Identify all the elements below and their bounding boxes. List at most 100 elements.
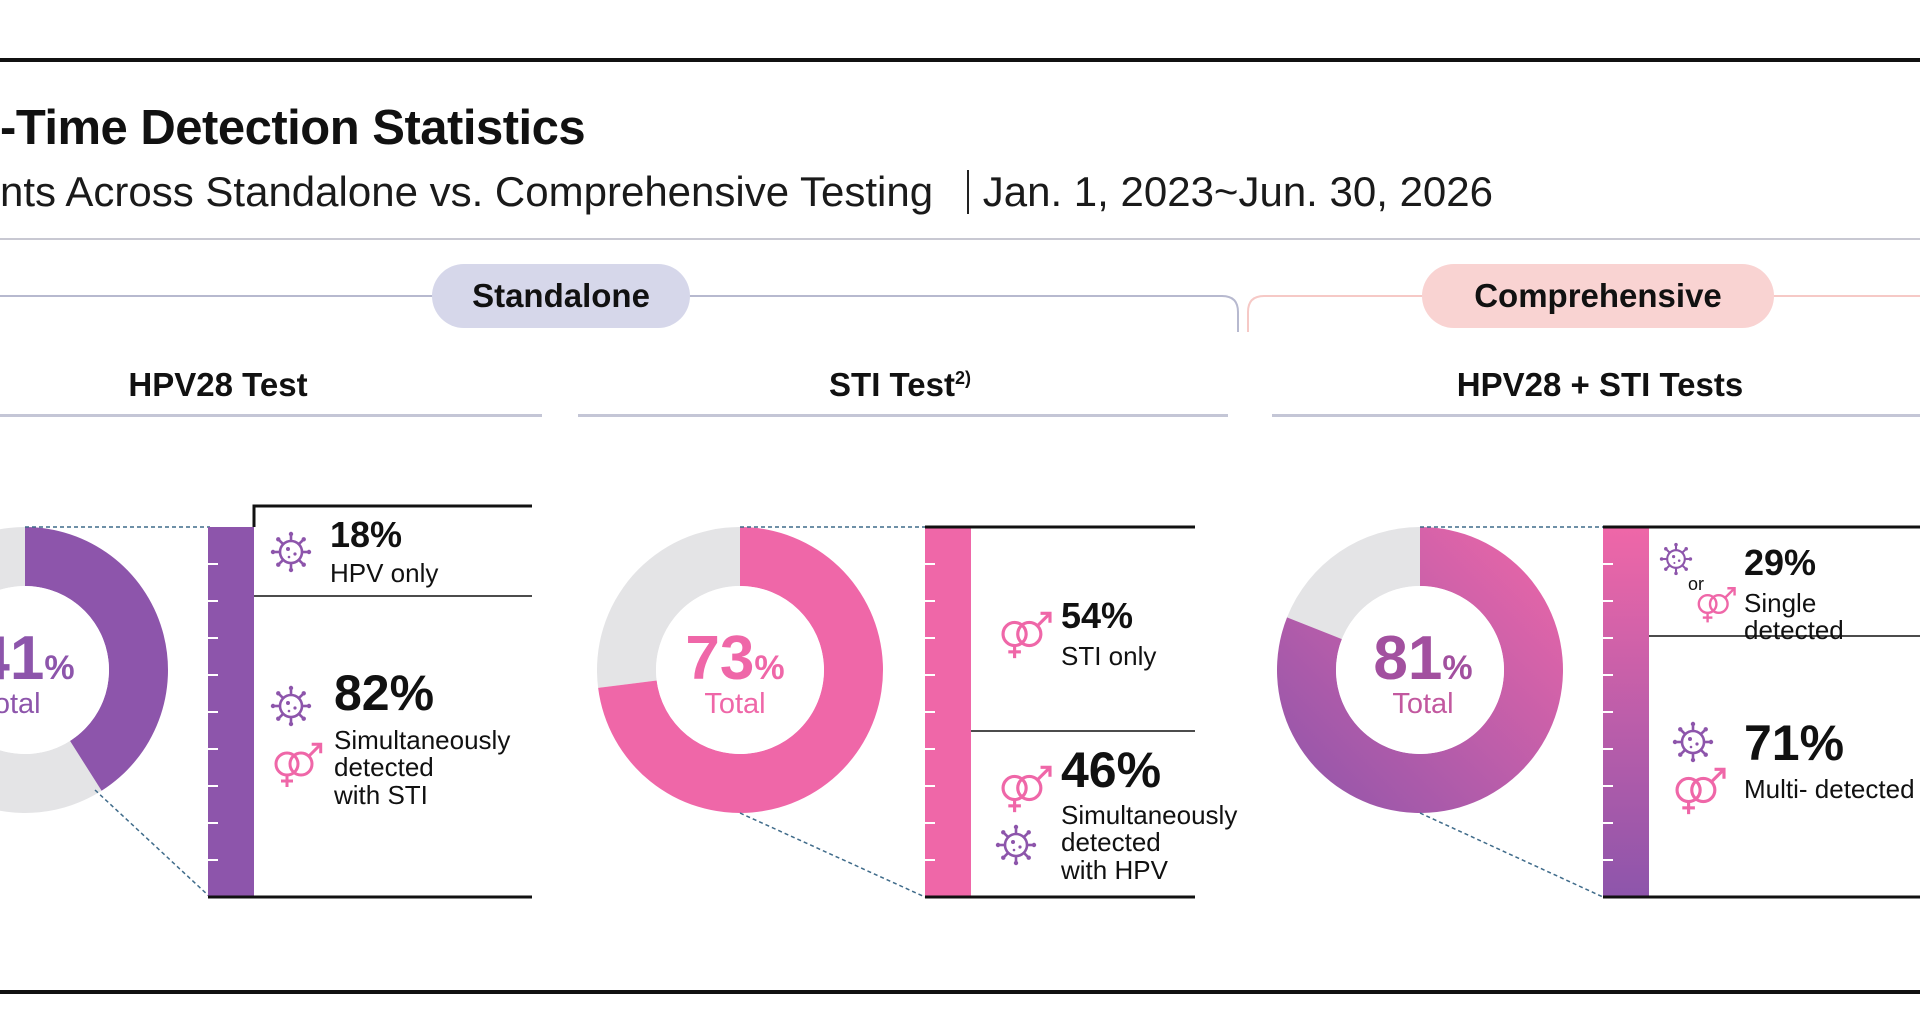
virus-icon-spike-tip <box>1013 860 1019 866</box>
gender-icon <box>1001 765 1052 813</box>
virus-icon-spike-tip <box>1013 824 1019 830</box>
total-number-hpv28: 41 <box>0 624 45 693</box>
gender-icon <box>1001 611 1052 659</box>
virus-icon-spike-tip <box>276 537 281 542</box>
donut-sti-hole <box>656 586 824 754</box>
breakdown-label-sti-simultaneous: Simultaneously detected with HPV <box>1061 800 1238 885</box>
virus-icon-dot <box>287 555 291 559</box>
subtitle-text: nts Across Standalone vs. Comprehensive … <box>0 168 934 215</box>
virus-icon <box>1659 542 1693 576</box>
test-title-sti: STI Test2) <box>770 366 1030 404</box>
virus-icon-spike-tip <box>1031 842 1037 848</box>
virus-icon-spike-tip <box>288 721 294 727</box>
total-label-sti: Total <box>704 688 766 720</box>
breakdown-or-connector: or <box>1688 574 1705 594</box>
bottom-rule <box>0 990 1920 994</box>
subtitle-date-range: Jan. 1, 2023~Jun. 30, 2026 <box>982 168 1494 215</box>
group-pill-standalone: Standalone <box>432 264 690 328</box>
total-number-combined: 81 <box>1373 624 1443 693</box>
test-underline-sti <box>578 414 1228 417</box>
gender-icon-male-ring <box>1016 774 1043 802</box>
virus-icon-dot <box>287 709 291 713</box>
virus-icon-spike-tip <box>1659 557 1664 561</box>
donut-combined-slice-detected <box>1277 527 1563 813</box>
connector-sti-bottom <box>739 812 926 898</box>
virus-icon-spike-tip <box>301 537 306 542</box>
virus-icon-dot <box>1689 745 1693 749</box>
bracket-standalone <box>0 295 1239 332</box>
gender-icon-male-arrow <box>1710 769 1725 784</box>
total-unit-hpv28: % <box>44 649 75 687</box>
virus-icon-body <box>278 539 304 565</box>
virus-icon-spike-tip <box>301 691 306 696</box>
gender-icon-male-arrow <box>1036 767 1051 782</box>
virus-icon-spike-tip <box>995 842 1001 848</box>
gender-icon <box>274 742 323 787</box>
connector-combined-bottom <box>1419 812 1604 898</box>
gender-icon-male-head <box>1040 765 1052 777</box>
breakdown-value-single: 29% <box>1744 542 1817 583</box>
page-title: -Time Detection Statistics <box>0 101 586 155</box>
panel-hpv28-top-line <box>252 504 532 527</box>
total-label-hpv28: Total <box>0 688 41 720</box>
donut-hpv28-hole <box>0 586 109 754</box>
virus-icon-spike-tip <box>1703 752 1708 757</box>
total-value-hpv28: 41% <box>0 628 90 690</box>
virus-icon-dot <box>1677 559 1681 562</box>
virus-icon-body <box>278 693 304 719</box>
breakdown-value-sti-simultaneous: 46% <box>1061 742 1162 798</box>
breakdown-value-sti-only: 54% <box>1061 595 1134 636</box>
virus-icon-dot <box>1688 737 1692 741</box>
virus-icon-dot <box>293 706 297 710</box>
virus-icon-dot <box>286 547 290 551</box>
gender-icon-male-head <box>311 742 323 754</box>
gender-icon-male-ring <box>1016 620 1043 648</box>
gender-icon-male-arrow <box>307 744 321 758</box>
connector-hpv28-bottom <box>94 789 211 898</box>
gender-icon-male-head <box>1040 611 1052 623</box>
virus-icon-body <box>1666 549 1686 569</box>
virus-icon-dot <box>1672 555 1676 559</box>
virus-icon-spike-tip <box>270 703 276 709</box>
virus-icon-spike-tip <box>270 549 276 555</box>
breakdown-value-multi: 71% <box>1744 715 1845 771</box>
gender-icon <box>1697 587 1736 623</box>
virus-icon-spike-tip <box>1001 830 1006 835</box>
gender-icon-male-head <box>1714 767 1726 779</box>
virus-icon-spike-tip <box>306 549 312 555</box>
gender-icon <box>1675 767 1726 815</box>
virus-icon-spike-tip <box>1001 855 1006 860</box>
breakdown-label-hpv-simultaneous: Simultaneously detected with STI <box>334 725 511 810</box>
virus-icon-spike-tip <box>1690 721 1696 727</box>
breakdown-label-single: Single detected <box>1744 588 1844 646</box>
virus-icon-dot <box>1011 840 1015 844</box>
virus-icon-spike-tip <box>1674 571 1678 576</box>
virus-icon-spike-tip <box>1674 542 1678 547</box>
virus-icon-spike-tip <box>288 531 294 537</box>
virus-icon-dot <box>1018 845 1022 849</box>
breakdown-label-hpv-only: HPV only <box>330 558 439 588</box>
virus-icon-spike-tip <box>1678 752 1683 757</box>
virus-icon-spike-tip <box>288 685 294 691</box>
test-title-hpv28: HPV28 Test <box>128 366 308 403</box>
virus-icon-spike-tip <box>1672 739 1678 745</box>
total-unit-combined: % <box>1442 649 1473 687</box>
virus-icon-dot <box>1695 742 1699 746</box>
donut-combined-slice-rest <box>1287 527 1420 640</box>
header-divider <box>0 238 1920 240</box>
donut-sti-slice-rest <box>597 527 740 688</box>
gender-icon-male-arrow <box>1036 613 1051 628</box>
virus-icon-spike-tip <box>288 567 294 573</box>
virus-icon-spike-tip <box>301 562 306 567</box>
gender-icon-male-arrow <box>1724 588 1735 599</box>
virus-icon <box>1672 721 1714 763</box>
breakdown-value-hpv-simultaneous: 82% <box>334 665 435 721</box>
virus-icon-spike-tip <box>276 562 281 567</box>
group-pill-comprehensive: Comprehensive <box>1422 264 1774 328</box>
total-value-sti: 73% <box>660 628 810 690</box>
virus-icon-spike-tip <box>1684 567 1688 571</box>
virus-icon-spike-tip <box>1026 830 1031 835</box>
breakdown-label-sti-only: STI only <box>1061 641 1157 671</box>
page-subtitle: nts Across Standalone vs. Comprehensive … <box>0 168 1493 216</box>
